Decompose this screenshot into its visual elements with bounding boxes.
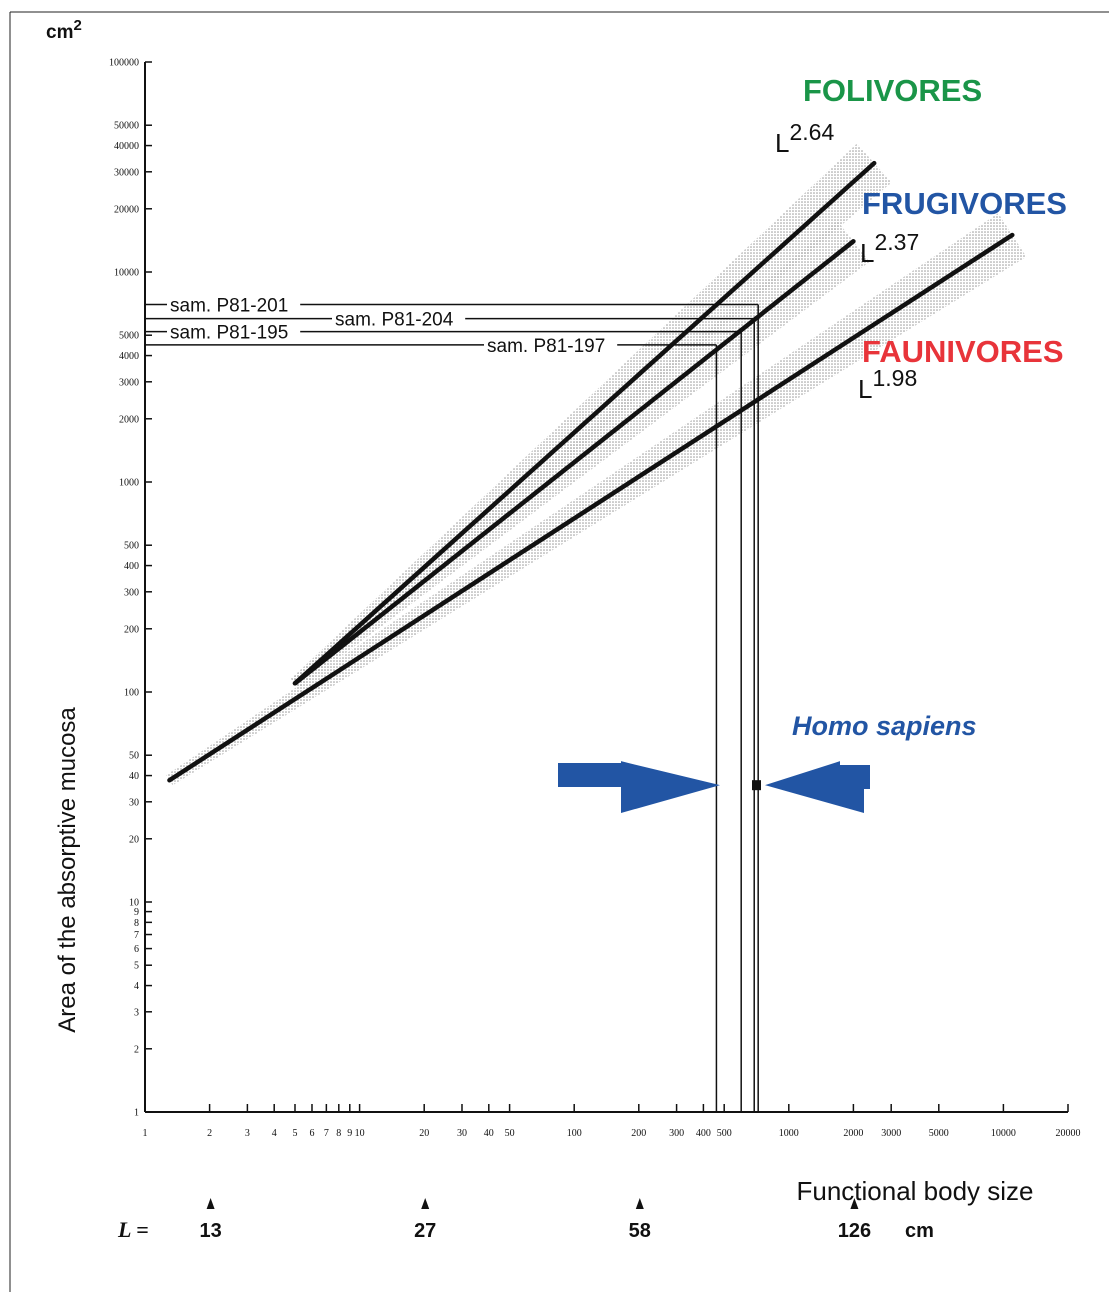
y-unit-label: cm2 — [46, 17, 82, 43]
sample-label: sam. P81-204 — [335, 310, 454, 331]
x-tick-label: 3 — [245, 1128, 250, 1139]
y-tick-label: 200 — [124, 624, 139, 635]
y-tick-label: 100000 — [109, 58, 139, 69]
l-axis-value: 13 — [199, 1220, 221, 1242]
exponent-label: L2.64 — [775, 119, 834, 158]
sample-label-bg — [332, 307, 466, 330]
x-tick-label: 8 — [336, 1128, 341, 1139]
sample-label: sam. P81-197 — [487, 336, 605, 357]
y-tick-label: 500 — [124, 541, 139, 552]
arrow-right-icon — [558, 761, 720, 813]
y-tick-label: 1 — [134, 1108, 139, 1119]
l-axis: L = 13 27 58 126 cm — [117, 1198, 934, 1242]
l-axis-value: 126 — [838, 1220, 871, 1242]
x-tick-label: 200 — [631, 1128, 646, 1139]
regression-line — [292, 160, 877, 686]
y-tick-label: 40000 — [114, 141, 139, 152]
y-tick-label: 4 — [134, 981, 139, 992]
x-tick-label: 50 — [505, 1128, 515, 1139]
x-tick-label: 1000 — [779, 1128, 799, 1139]
group-label: FRUGIVORES — [862, 186, 1067, 221]
y-tick-label: 300 — [124, 587, 139, 598]
y-tick-label: 1000 — [119, 478, 139, 489]
sample-label: sam. P81-201 — [170, 296, 288, 317]
y-tick-label: 9 — [134, 907, 139, 918]
group-label: FAUNIVORES — [862, 334, 1064, 369]
y-axis-title: Area of the absorptive mucosa — [54, 707, 81, 1033]
x-tick-label: 20 — [419, 1128, 429, 1139]
x-tick-label: 400 — [696, 1128, 711, 1139]
y-tick-label: 100 — [124, 688, 139, 699]
group-labels: FOLIVORES L2.64 FRUGIVORES L2.37 FAUNIVORESL… — [775, 73, 1067, 404]
homo-sapiens-point — [752, 780, 761, 791]
y-tick-label: 50 — [129, 751, 139, 762]
y-tick-label: 3000 — [119, 377, 139, 388]
l-axis-value: 58 — [629, 1220, 651, 1242]
sample-label-bg — [167, 293, 301, 316]
l-axis-label: L = — [117, 1217, 149, 1242]
x-tick-label: 20000 — [1056, 1128, 1081, 1139]
x-tick-label: 4 — [272, 1128, 277, 1139]
sample-label-bg — [484, 333, 618, 356]
x-tick-label: 2 — [207, 1128, 212, 1139]
x-tick-label: 10 — [355, 1128, 365, 1139]
l-axis-marker-icon — [635, 1198, 644, 1209]
y-tick-label: 2 — [134, 1044, 139, 1055]
l-axis-marker-icon — [421, 1198, 430, 1209]
y-tick-label: 8 — [134, 918, 139, 929]
y-tick-label: 5000 — [119, 331, 139, 342]
y-tick-label: 50000 — [114, 121, 139, 132]
l-axis-unit: cm — [905, 1220, 934, 1242]
x-axis-title: Functional body size — [796, 1176, 1033, 1206]
l-axis-marker-icon — [206, 1198, 215, 1209]
y-tick-label: 2000 — [119, 414, 139, 425]
x-ticks: 1 2 3 4 5 6 7 8 9 10 20 30 40 50 100 200 300 400 500 1000 20… — [143, 1104, 1081, 1139]
homo-sapiens-annotation: Homo sapiens — [558, 711, 977, 813]
y-tick-label: 6 — [134, 944, 139, 955]
exponent-label: L2.37 — [860, 229, 919, 268]
y-tick-label: 7 — [134, 930, 139, 941]
sample-label-bg — [167, 320, 301, 343]
regression-lines — [167, 160, 1015, 783]
exponent-label: L1.98 — [858, 365, 917, 404]
y-tick-label: 40 — [129, 771, 139, 782]
x-tick-label: 100 — [567, 1128, 582, 1139]
y-tick-label: 20000 — [114, 204, 139, 215]
annotation-label: Homo sapiens — [792, 711, 977, 741]
y-tick-label: 5 — [134, 961, 139, 972]
group-label: FOLIVORES — [803, 73, 982, 108]
x-tick-label: 6 — [309, 1128, 314, 1139]
y-tick-label: 3 — [134, 1007, 139, 1018]
x-tick-label: 30 — [457, 1128, 467, 1139]
y-tick-label: 30000 — [114, 167, 139, 178]
y-tick-label: 30 — [129, 797, 139, 808]
arrow-left-icon — [765, 761, 870, 813]
regression-line — [292, 239, 856, 686]
y-tick-label: 4000 — [119, 351, 139, 362]
x-tick-label: 10000 — [991, 1128, 1016, 1139]
x-tick-label: 5 — [292, 1128, 297, 1139]
y-tick-label: 20 — [129, 834, 139, 845]
x-tick-label: 7 — [324, 1128, 329, 1139]
x-tick-label: 500 — [717, 1128, 732, 1139]
x-tick-label: 1 — [143, 1128, 148, 1139]
sample-label: sam. P81-195 — [170, 323, 288, 344]
sample-lines: sam. P81-201 sam. P81-204 sam. P81-195 sam.… — [145, 293, 759, 1112]
x-tick-label: 40 — [484, 1128, 494, 1139]
x-tick-label: 9 — [347, 1128, 352, 1139]
l-axis-value: 27 — [414, 1220, 436, 1242]
x-tick-label: 3000 — [881, 1128, 901, 1139]
y-tick-label: 10000 — [114, 268, 139, 279]
x-tick-label: 300 — [669, 1128, 684, 1139]
l-axis-marker-icon — [850, 1198, 859, 1209]
x-tick-label: 2000 — [843, 1128, 863, 1139]
y-tick-label: 400 — [124, 561, 139, 572]
y-tick-label: 10 — [129, 898, 139, 909]
x-tick-label: 5000 — [929, 1128, 949, 1139]
regression-line — [167, 232, 1015, 783]
